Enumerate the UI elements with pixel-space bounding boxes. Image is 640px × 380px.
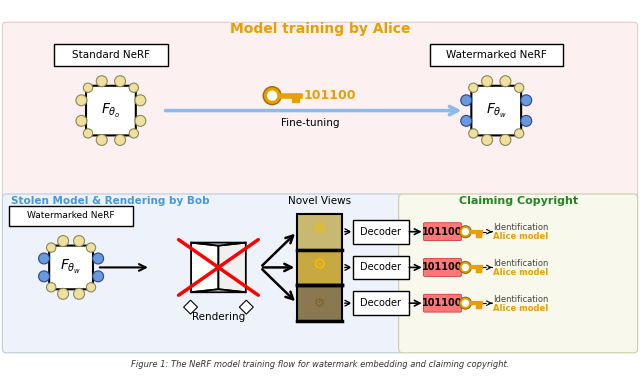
Text: Rendering: Rendering	[192, 312, 245, 322]
FancyBboxPatch shape	[54, 44, 168, 66]
Text: Watermarked NeRF: Watermarked NeRF	[446, 50, 547, 60]
Circle shape	[460, 261, 471, 273]
Text: 101100: 101100	[422, 263, 463, 272]
Circle shape	[76, 95, 87, 106]
Text: Claiming Copyright: Claiming Copyright	[459, 196, 578, 206]
Circle shape	[115, 76, 125, 87]
Text: Decoder: Decoder	[360, 263, 401, 272]
FancyBboxPatch shape	[297, 214, 342, 250]
Text: ⚙: ⚙	[313, 221, 326, 236]
FancyBboxPatch shape	[424, 258, 461, 276]
Text: Fine-tuning: Fine-tuning	[281, 119, 339, 128]
Text: Alice model: Alice model	[493, 268, 548, 277]
Polygon shape	[191, 242, 218, 292]
Text: Identification: Identification	[493, 295, 548, 304]
Text: Decoder: Decoder	[360, 298, 401, 308]
FancyBboxPatch shape	[297, 250, 342, 285]
Circle shape	[129, 129, 138, 138]
Circle shape	[93, 271, 104, 282]
Text: Novel Views: Novel Views	[289, 196, 351, 206]
Circle shape	[263, 87, 281, 104]
FancyBboxPatch shape	[86, 86, 136, 135]
Circle shape	[38, 253, 49, 264]
Polygon shape	[239, 300, 253, 314]
Circle shape	[521, 95, 532, 106]
Text: Alice model: Alice model	[493, 304, 548, 313]
Text: Standard NeRF: Standard NeRF	[72, 50, 150, 60]
FancyBboxPatch shape	[424, 294, 461, 312]
Circle shape	[500, 135, 511, 146]
Circle shape	[74, 288, 84, 299]
Circle shape	[76, 116, 87, 126]
Circle shape	[135, 95, 146, 106]
Circle shape	[135, 116, 146, 126]
FancyBboxPatch shape	[3, 22, 637, 199]
Circle shape	[462, 300, 468, 306]
Circle shape	[83, 129, 93, 138]
Text: $F_{\theta_w}$: $F_{\theta_w}$	[60, 258, 82, 277]
FancyBboxPatch shape	[49, 245, 93, 289]
Circle shape	[58, 288, 68, 299]
Circle shape	[268, 91, 276, 100]
Polygon shape	[218, 242, 246, 292]
Polygon shape	[191, 242, 246, 245]
Text: ⚙: ⚙	[313, 257, 326, 272]
Circle shape	[38, 271, 49, 282]
FancyBboxPatch shape	[429, 44, 563, 66]
Circle shape	[58, 236, 68, 247]
Circle shape	[86, 243, 95, 252]
Text: $F_{\theta_w}$: $F_{\theta_w}$	[486, 101, 507, 120]
Circle shape	[93, 253, 104, 264]
FancyBboxPatch shape	[10, 206, 133, 226]
FancyBboxPatch shape	[399, 194, 637, 353]
Circle shape	[462, 264, 468, 271]
Text: 101100: 101100	[422, 298, 463, 308]
Circle shape	[96, 76, 108, 87]
Circle shape	[461, 95, 472, 106]
Circle shape	[515, 83, 524, 92]
FancyBboxPatch shape	[353, 255, 408, 279]
FancyBboxPatch shape	[471, 86, 521, 135]
Circle shape	[47, 243, 56, 252]
FancyBboxPatch shape	[3, 194, 404, 353]
Text: Stolen Model & Rendering by Bob: Stolen Model & Rendering by Bob	[12, 196, 210, 206]
Circle shape	[47, 283, 56, 292]
Text: Alice model: Alice model	[493, 232, 548, 241]
Circle shape	[129, 83, 138, 92]
Text: 101100: 101100	[422, 227, 463, 237]
Polygon shape	[184, 300, 198, 314]
Text: ⚙: ⚙	[314, 297, 325, 310]
Circle shape	[461, 116, 472, 126]
Text: Decoder: Decoder	[360, 227, 401, 237]
Polygon shape	[191, 289, 246, 292]
Text: 101100: 101100	[303, 89, 356, 102]
Circle shape	[468, 83, 478, 92]
Text: Watermarked NeRF: Watermarked NeRF	[28, 211, 115, 220]
Circle shape	[96, 135, 108, 146]
FancyBboxPatch shape	[353, 291, 408, 315]
Circle shape	[86, 283, 95, 292]
Text: Figure 1: The NeRF model training flow for watermark embedding and claiming copy: Figure 1: The NeRF model training flow f…	[131, 360, 509, 369]
Circle shape	[481, 76, 493, 87]
Circle shape	[515, 129, 524, 138]
Text: Model training by Alice: Model training by Alice	[230, 22, 410, 36]
Circle shape	[460, 297, 471, 309]
Circle shape	[460, 226, 471, 238]
FancyBboxPatch shape	[297, 285, 342, 321]
Circle shape	[521, 116, 532, 126]
Text: $F_{\theta_o}$: $F_{\theta_o}$	[101, 101, 121, 120]
Text: Identification: Identification	[493, 259, 548, 268]
Circle shape	[500, 76, 511, 87]
Circle shape	[481, 135, 493, 146]
Text: Identification: Identification	[493, 223, 548, 232]
Circle shape	[468, 129, 478, 138]
Circle shape	[115, 135, 125, 146]
Circle shape	[462, 229, 468, 235]
FancyBboxPatch shape	[424, 223, 461, 241]
FancyBboxPatch shape	[353, 220, 408, 244]
Circle shape	[83, 83, 93, 92]
Circle shape	[74, 236, 84, 247]
